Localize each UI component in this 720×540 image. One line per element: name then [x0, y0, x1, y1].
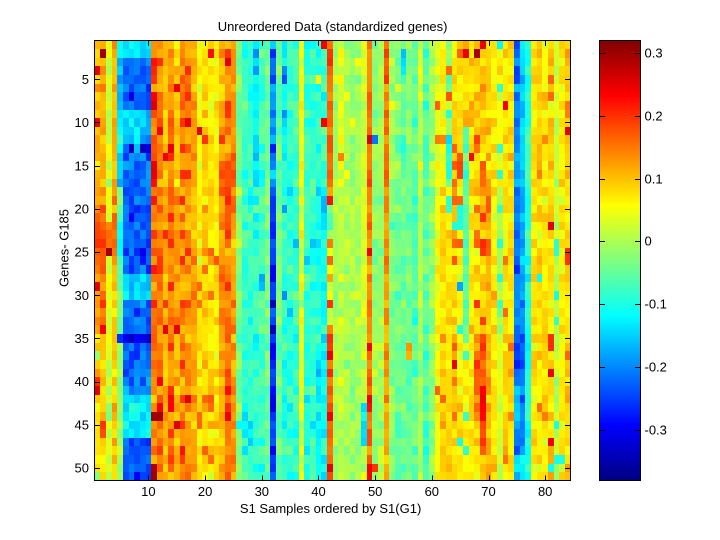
svg-text:45: 45 [75, 417, 89, 432]
svg-text:Unreordered Data (standardized: Unreordered Data (standardized genes) [218, 19, 448, 34]
svg-text:S1 Samples ordered by S1(G1): S1 Samples ordered by S1(G1) [240, 501, 421, 516]
svg-text:0.1: 0.1 [645, 171, 663, 186]
svg-text:-0.2: -0.2 [645, 359, 667, 374]
svg-text:-0.3: -0.3 [645, 422, 667, 437]
svg-text:80: 80 [538, 484, 552, 499]
svg-text:50: 50 [75, 461, 89, 476]
svg-text:10: 10 [75, 115, 89, 130]
svg-text:50: 50 [368, 484, 382, 499]
svg-text:40: 40 [75, 374, 89, 389]
svg-text:60: 60 [425, 484, 439, 499]
svg-text:5: 5 [82, 72, 89, 87]
svg-text:20: 20 [75, 202, 89, 217]
svg-text:0: 0 [645, 233, 652, 248]
svg-text:0.2: 0.2 [645, 108, 663, 123]
svg-text:Genes- G185: Genes- G185 [57, 209, 72, 287]
svg-text:20: 20 [198, 484, 212, 499]
svg-text:25: 25 [75, 245, 89, 260]
svg-text:30: 30 [75, 288, 89, 303]
svg-text:35: 35 [75, 331, 89, 346]
svg-text:0.3: 0.3 [645, 45, 663, 60]
svg-text:-0.1: -0.1 [645, 296, 667, 311]
svg-text:10: 10 [141, 484, 155, 499]
svg-text:30: 30 [255, 484, 269, 499]
svg-text:40: 40 [311, 484, 325, 499]
svg-text:15: 15 [75, 158, 89, 173]
svg-text:70: 70 [481, 484, 495, 499]
